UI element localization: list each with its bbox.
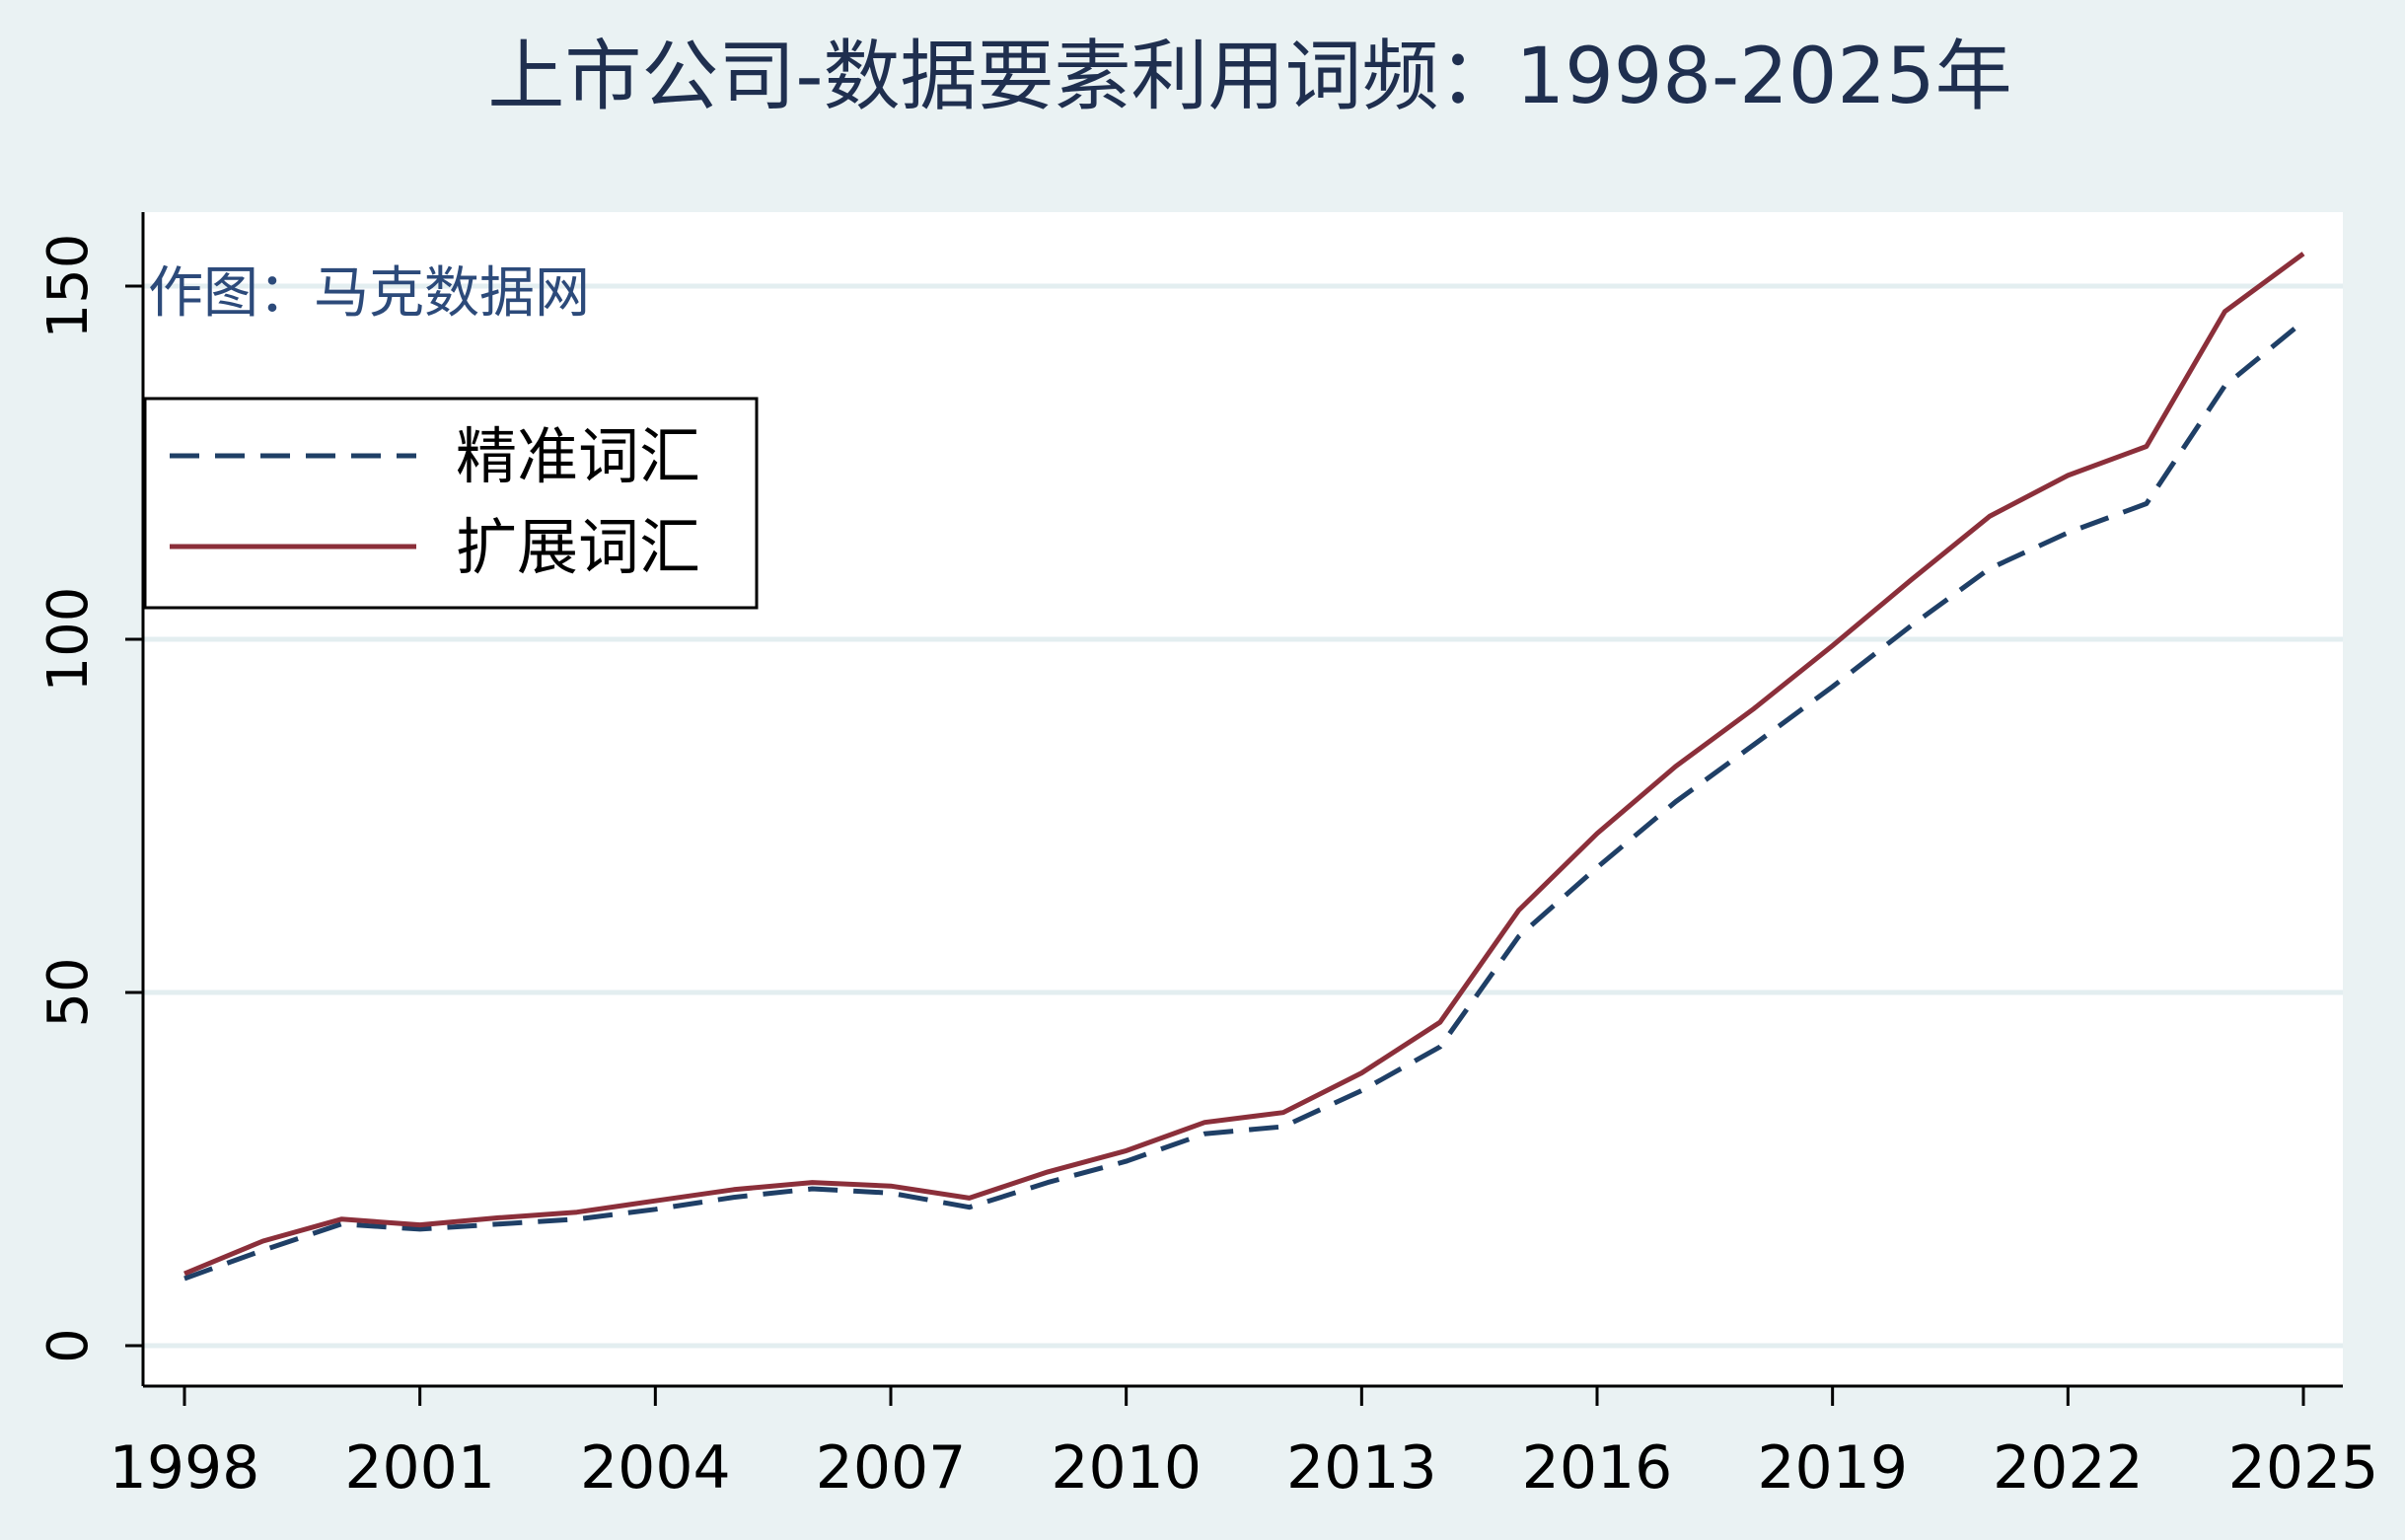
y-tick-label-50: 50: [36, 957, 101, 1027]
x-tick-label-2004: 2004: [580, 1433, 731, 1503]
plot-area: [143, 212, 2343, 1386]
x-tick-label-2022: 2022: [1993, 1433, 2144, 1503]
x-tick-label-1998: 1998: [109, 1433, 260, 1503]
x-tick-label-2025: 2025: [2228, 1433, 2379, 1503]
legend-label-1: 精准词汇: [456, 420, 700, 492]
axes: 0 50 100 150 1998 2001 2004 2007 2010 2013 2016 201…: [36, 212, 2378, 1503]
series-line-2: [183, 252, 2305, 1277]
legend-label-2: 扩展词汇: [456, 511, 700, 583]
gridlines: [143, 283, 2343, 1349]
chart-title: 上市公司-数据要素利用词频：1998-2025年: [487, 33, 2011, 121]
chart-annotation: 作图：马克数据网: [148, 261, 590, 326]
y-tick-label-0: 0: [36, 1328, 101, 1363]
legend-box: [143, 397, 759, 610]
x-tick-label-2013: 2013: [1286, 1433, 1437, 1503]
x-tick-label-2007: 2007: [816, 1433, 967, 1503]
x-tick-label-2016: 2016: [1522, 1433, 1673, 1503]
x-tick-label-2010: 2010: [1051, 1433, 1202, 1503]
series-lines: [183, 252, 2305, 1282]
y-tick-label-100: 100: [36, 587, 101, 693]
y-tick-label-150: 150: [36, 234, 101, 339]
x-tick-label-2019: 2019: [1757, 1433, 1908, 1503]
x-tick-label-2001: 2001: [344, 1433, 495, 1503]
